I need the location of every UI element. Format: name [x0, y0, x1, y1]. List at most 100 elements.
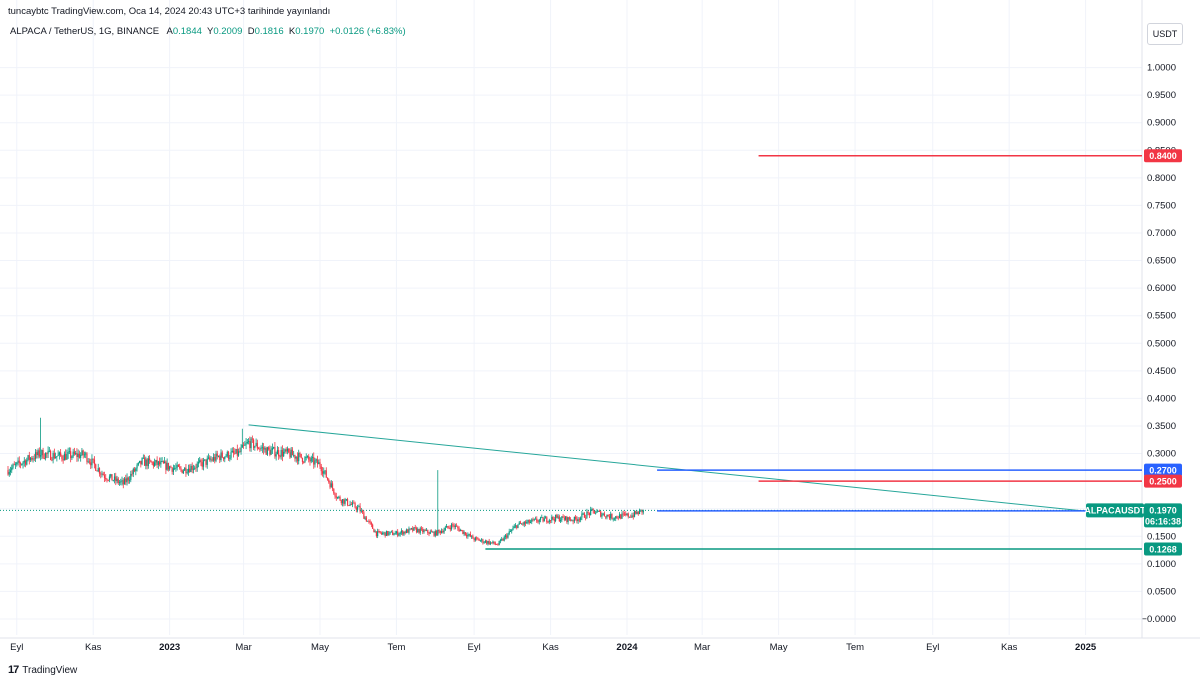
candle-body: [484, 540, 487, 543]
candle-body: [362, 510, 364, 513]
candle-body: [590, 509, 592, 515]
candle-body: [18, 460, 20, 464]
candle-body: [16, 462, 18, 465]
candle-body: [32, 458, 34, 460]
candle-body: [430, 531, 433, 533]
publish-info: tuncaybtc TradingView.com, Oca 14, 2024 …: [8, 6, 331, 17]
candle-body: [346, 499, 349, 506]
candle-body: [435, 531, 438, 536]
candle-body: [293, 454, 295, 456]
candle-body: [457, 526, 459, 529]
candle-body: [439, 530, 441, 533]
candle-body: [61, 455, 63, 459]
candle-body: [201, 462, 203, 467]
candle-body: [565, 516, 567, 520]
candle-body: [509, 531, 512, 532]
candle-body: [179, 466, 181, 468]
candle-body: [276, 450, 279, 455]
currency-button[interactable]: USDT: [1147, 23, 1183, 45]
candle-body: [191, 465, 193, 470]
candle-body: [157, 461, 159, 465]
candle-body: [398, 534, 400, 536]
candle-body: [588, 512, 591, 515]
candle-body: [300, 453, 302, 458]
candle-body: [392, 531, 394, 536]
candle-body: [341, 499, 344, 504]
candle-body: [580, 517, 582, 520]
low-value: 0.1816: [254, 26, 284, 37]
y-tick-label: 0.0500: [1147, 586, 1176, 597]
candle-body: [132, 468, 134, 475]
candle-body: [633, 511, 636, 517]
candle-body: [356, 507, 359, 510]
candle-body: [155, 460, 157, 463]
candle-body: [75, 453, 77, 455]
candle-body: [73, 451, 76, 455]
candle-body: [518, 522, 520, 525]
candle-body: [582, 513, 584, 515]
candle-body: [471, 535, 473, 537]
candle-body: [115, 476, 117, 482]
candle-body: [58, 452, 60, 455]
candle-body: [9, 470, 12, 473]
candle-body: [597, 511, 599, 512]
candle-body: [242, 444, 245, 446]
candle-body: [154, 462, 156, 466]
candle-body: [407, 529, 409, 533]
candle-body: [146, 459, 148, 467]
candle-body: [562, 516, 564, 518]
candle-body: [528, 519, 530, 523]
candle-body: [635, 511, 637, 514]
candle-body: [47, 450, 49, 454]
symbol-title[interactable]: ALPACA / TetherUS, 1G, BINANCE: [10, 26, 160, 37]
y-tick-label: 0.3500: [1147, 421, 1176, 432]
candle-body: [181, 469, 183, 474]
candle-body: [53, 453, 55, 459]
candle-body: [593, 510, 596, 514]
candle-body: [270, 450, 272, 455]
candle-body: [316, 459, 319, 465]
candle-body: [137, 462, 139, 465]
candle-body: [605, 516, 607, 518]
candle-body: [88, 461, 91, 463]
candle-body: [82, 450, 84, 456]
candle-body: [531, 519, 533, 522]
candle-body: [318, 462, 320, 465]
candle-body: [215, 453, 217, 461]
tradingview-logo[interactable]: 17 TradingView: [8, 664, 77, 676]
candle-body: [595, 512, 597, 514]
candle-body: [147, 458, 149, 467]
candle-body: [285, 449, 287, 452]
candle-body: [250, 438, 252, 449]
candle-body: [111, 474, 113, 481]
y-tick-label: 0.5500: [1147, 311, 1176, 322]
candle-body: [231, 450, 233, 453]
candle-body: [80, 454, 82, 458]
candle-body: [36, 452, 38, 456]
candle-body: [348, 505, 350, 506]
candle-body: [587, 511, 589, 513]
candle-body: [419, 528, 421, 533]
candle-body: [197, 461, 200, 464]
x-tick-label: 2024: [616, 642, 638, 653]
x-tick-label: Kas: [1001, 642, 1018, 653]
candle-body: [34, 452, 37, 459]
candle-body: [448, 527, 450, 529]
candle-body: [271, 448, 273, 451]
candle-body: [616, 516, 618, 518]
candle-body: [261, 447, 263, 449]
candle-body: [162, 461, 164, 464]
candle-body: [273, 447, 275, 449]
candle-body: [304, 457, 306, 462]
candle-body: [427, 529, 429, 533]
candle-body: [190, 465, 192, 472]
candle-body: [405, 529, 408, 533]
low-label: D: [247, 26, 255, 37]
candle-body: [306, 456, 309, 457]
candle-body: [13, 464, 15, 466]
level-label: 0.8400: [1149, 151, 1177, 161]
open-value: 0.1844: [172, 26, 202, 37]
candle-body: [86, 453, 88, 462]
candle-body: [558, 516, 560, 522]
